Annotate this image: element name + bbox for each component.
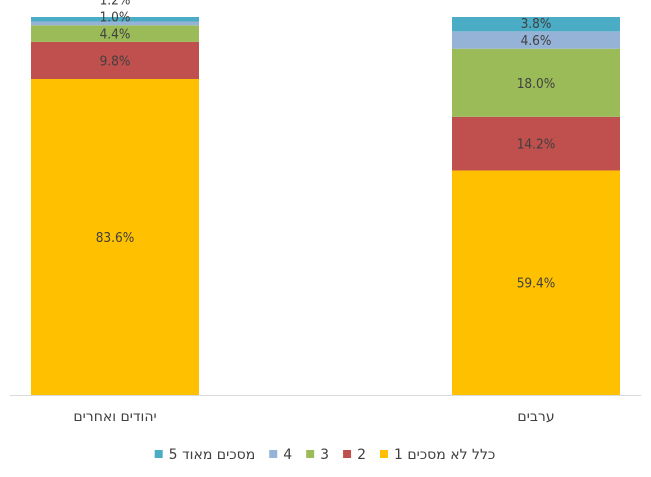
data-label-1-1: 59.4% <box>517 276 556 292</box>
data-label-2-2: 9.8% <box>100 53 131 69</box>
data-label-1-3: 18.0% <box>517 76 556 92</box>
bar-segment-2-5 <box>31 17 199 22</box>
category-labels-group: ערבים יהודים ואחרים <box>73 409 554 425</box>
legend-label-5: 5 מסכים מאוד <box>169 447 256 463</box>
bars-group <box>31 17 620 395</box>
legend-swatch-5 <box>154 450 163 458</box>
bar-segment-2-3 <box>31 25 199 42</box>
legend: 1 כלל לא מסכים 2 3 4 5 מסכים מאוד <box>154 447 495 463</box>
data-label-2-1: 83.6% <box>96 230 135 246</box>
legend-label-2: 2 <box>357 447 366 463</box>
data-label-2-4: 1.0% <box>100 10 131 26</box>
data-labels-group: 59.4% 14.2% 18.0% 4.6%3.8% 83.6% 9.8% 4.4%1.0%… <box>96 0 556 292</box>
bar-segment-2-2 <box>31 41 199 79</box>
data-label-1-5: 3.8% <box>521 16 552 32</box>
category-label-1: ערבים <box>517 409 554 425</box>
bar-segment-2-1 <box>31 78 199 395</box>
legend-swatch-2 <box>343 450 352 458</box>
legend-label-4: 4 <box>283 447 292 463</box>
category-label-2: יהודים ואחרים <box>73 409 156 425</box>
legend-label-3: 3 <box>320 447 329 463</box>
bar-segment-1-1 <box>452 170 620 395</box>
bar-segment-1-2 <box>452 116 620 171</box>
data-label-2-3: 4.4% <box>100 27 131 43</box>
bar-segment-1-4 <box>452 31 620 49</box>
bar-segment-1-5 <box>452 17 620 32</box>
legend-swatch-4 <box>269 450 278 458</box>
bar-segment-2-4 <box>31 21 199 26</box>
data-label-1-4: 4.6% <box>521 33 552 49</box>
data-label-2-5: 1.2% <box>100 0 131 9</box>
legend-label-1: 1 כלל לא מסכים <box>394 447 495 463</box>
legend-swatch-1 <box>380 450 389 458</box>
legend-swatch-3 <box>306 450 315 458</box>
bar-segment-1-3 <box>452 48 620 117</box>
data-label-1-2: 14.2% <box>517 137 556 153</box>
